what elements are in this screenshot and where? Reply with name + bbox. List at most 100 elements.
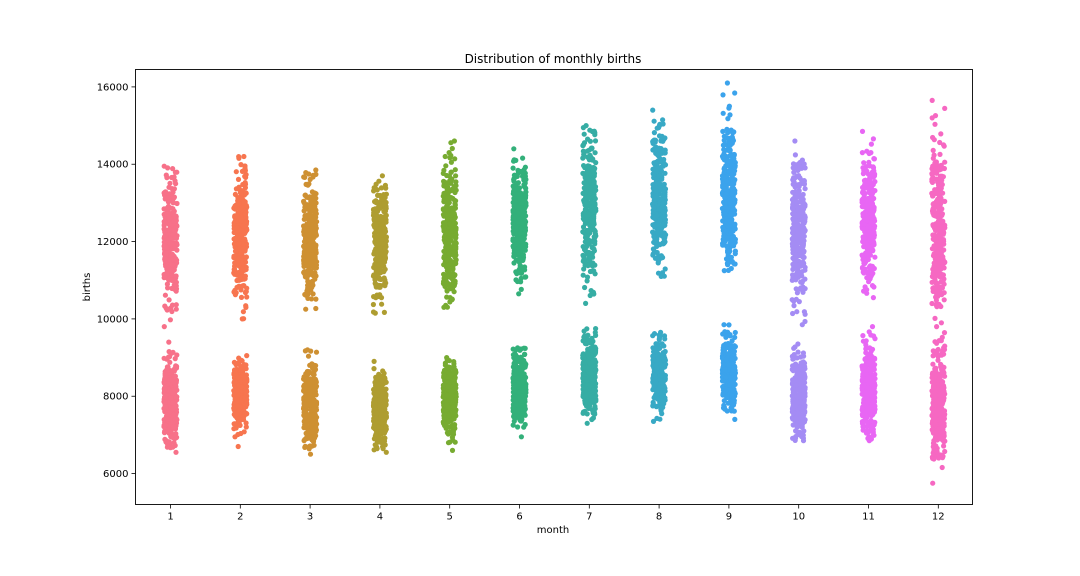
data-point bbox=[452, 167, 458, 173]
data-point bbox=[453, 173, 459, 179]
data-point bbox=[382, 229, 388, 235]
data-point bbox=[378, 216, 384, 222]
data-point bbox=[234, 398, 240, 404]
data-point bbox=[169, 262, 176, 268]
data-point bbox=[169, 302, 176, 308]
data-point bbox=[445, 384, 451, 390]
data-point bbox=[657, 217, 663, 223]
data-point bbox=[301, 216, 307, 222]
series-month-5 bbox=[440, 138, 459, 453]
data-point bbox=[310, 371, 316, 377]
data-point bbox=[376, 227, 382, 233]
data-point bbox=[171, 387, 177, 393]
data-point bbox=[243, 288, 249, 295]
data-point bbox=[588, 346, 594, 353]
data-point bbox=[522, 405, 528, 411]
data-point bbox=[170, 444, 176, 450]
data-point bbox=[451, 359, 457, 365]
data-point bbox=[383, 449, 389, 455]
data-point bbox=[382, 283, 388, 289]
data-point bbox=[308, 205, 314, 211]
data-point bbox=[234, 403, 241, 409]
data-point bbox=[236, 154, 242, 160]
data-point bbox=[232, 368, 238, 374]
data-point bbox=[584, 274, 591, 280]
data-point bbox=[173, 288, 179, 294]
data-point bbox=[232, 203, 238, 209]
data-point bbox=[302, 415, 308, 421]
series-month-1 bbox=[161, 163, 180, 455]
data-point bbox=[171, 194, 177, 200]
data-point bbox=[580, 148, 587, 154]
data-point bbox=[233, 248, 239, 254]
data-point bbox=[511, 252, 518, 258]
data-point bbox=[165, 354, 172, 360]
data-point bbox=[238, 294, 245, 300]
data-point bbox=[654, 415, 660, 421]
data-point bbox=[166, 276, 172, 283]
data-point bbox=[307, 443, 313, 449]
data-point bbox=[172, 416, 178, 422]
data-point bbox=[659, 411, 665, 417]
data-point bbox=[162, 229, 168, 235]
data-point bbox=[238, 162, 244, 168]
data-point bbox=[235, 443, 241, 450]
data-point bbox=[231, 359, 237, 365]
data-point bbox=[239, 358, 245, 364]
data-point bbox=[518, 226, 524, 232]
data-point bbox=[590, 167, 597, 174]
data-point bbox=[441, 279, 447, 285]
data-point bbox=[510, 397, 516, 403]
data-point bbox=[169, 186, 175, 192]
data-point bbox=[313, 262, 319, 268]
data-point bbox=[303, 371, 309, 377]
data-point bbox=[515, 180, 522, 186]
data-point bbox=[311, 230, 317, 236]
data-point bbox=[240, 416, 247, 422]
data-point bbox=[444, 172, 450, 179]
data-point bbox=[383, 398, 389, 404]
data-point bbox=[232, 292, 238, 298]
data-point bbox=[586, 353, 592, 359]
data-point bbox=[720, 110, 726, 116]
data-point bbox=[662, 336, 668, 342]
data-point bbox=[309, 278, 315, 284]
data-point bbox=[591, 387, 597, 393]
data-point bbox=[441, 373, 447, 379]
data-point bbox=[238, 218, 244, 224]
data-point bbox=[236, 241, 242, 247]
data-point bbox=[452, 409, 458, 416]
data-point bbox=[234, 225, 240, 231]
data-point bbox=[516, 259, 522, 265]
data-point bbox=[588, 288, 594, 294]
data-point bbox=[584, 377, 590, 383]
data-point bbox=[514, 375, 521, 381]
data-point bbox=[234, 271, 240, 277]
data-point bbox=[511, 177, 517, 183]
data-point bbox=[374, 446, 380, 452]
data-point bbox=[244, 294, 250, 300]
data-point bbox=[236, 184, 242, 190]
data-point bbox=[170, 166, 176, 172]
data-point bbox=[162, 399, 168, 405]
data-point bbox=[372, 216, 378, 222]
data-point bbox=[520, 358, 527, 364]
data-point bbox=[301, 425, 307, 431]
data-point bbox=[305, 278, 311, 284]
data-point bbox=[302, 201, 308, 207]
data-point bbox=[580, 252, 586, 258]
data-point bbox=[373, 235, 379, 241]
data-point bbox=[240, 223, 246, 229]
data-point bbox=[591, 194, 597, 200]
data-point bbox=[243, 362, 249, 368]
data-point bbox=[234, 387, 240, 393]
data-point bbox=[379, 232, 385, 238]
data-point bbox=[311, 442, 317, 448]
data-point bbox=[172, 373, 178, 379]
data-point bbox=[309, 428, 316, 435]
data-point bbox=[313, 305, 319, 312]
data-point bbox=[653, 345, 659, 351]
data-point bbox=[587, 200, 593, 206]
data-point bbox=[305, 272, 312, 278]
data-point bbox=[582, 284, 588, 291]
